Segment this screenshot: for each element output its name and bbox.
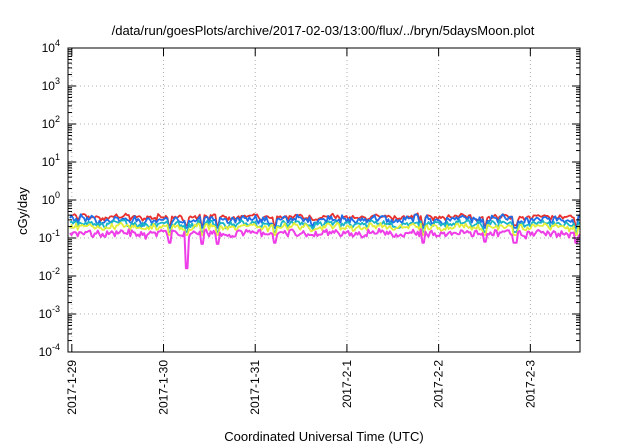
x-tick-label: 2017-1-29 xyxy=(65,360,79,415)
y-tick-label: 104 xyxy=(42,38,60,55)
y-axis-label: cGy/day xyxy=(15,187,30,235)
series-line xyxy=(69,221,581,236)
series-line xyxy=(69,212,581,227)
y-tick-label: 103 xyxy=(42,76,60,93)
series-group xyxy=(69,212,581,270)
series-line xyxy=(69,227,581,270)
y-tick-label: 101 xyxy=(42,152,60,169)
y-tick-label: 10-2 xyxy=(39,266,60,283)
x-tick-label: 2017-2-1 xyxy=(340,360,354,408)
series-line xyxy=(69,218,581,233)
x-ticks: 2017-1-29 2017-1-30 2017-1-31 2017-2-1 2017-… xyxy=(65,48,537,415)
y-ticks: 10-4 10-3 10-2 10-1 100 101 102 103 104 xyxy=(39,38,580,359)
grid xyxy=(68,48,580,352)
y-tick-label: 102 xyxy=(42,114,60,131)
y-tick-label: 100 xyxy=(42,190,60,207)
x-tick-label: 2017-1-31 xyxy=(248,360,262,415)
y-tick-label: 10-1 xyxy=(39,228,60,245)
chart-title: /data/run/goesPlots/archive/2017-02-03/1… xyxy=(112,23,535,38)
y-tick-label: 10-3 xyxy=(39,304,60,321)
x-tick-label: 2017-2-3 xyxy=(523,360,537,408)
series-line xyxy=(69,213,581,229)
x-tick-label: 2017-1-30 xyxy=(157,360,171,415)
y-tick-label: 10-4 xyxy=(39,342,60,359)
x-tick-label: 2017-2-2 xyxy=(432,360,446,408)
x-axis-label: Coordinated Universal Time (UTC) xyxy=(224,429,423,444)
